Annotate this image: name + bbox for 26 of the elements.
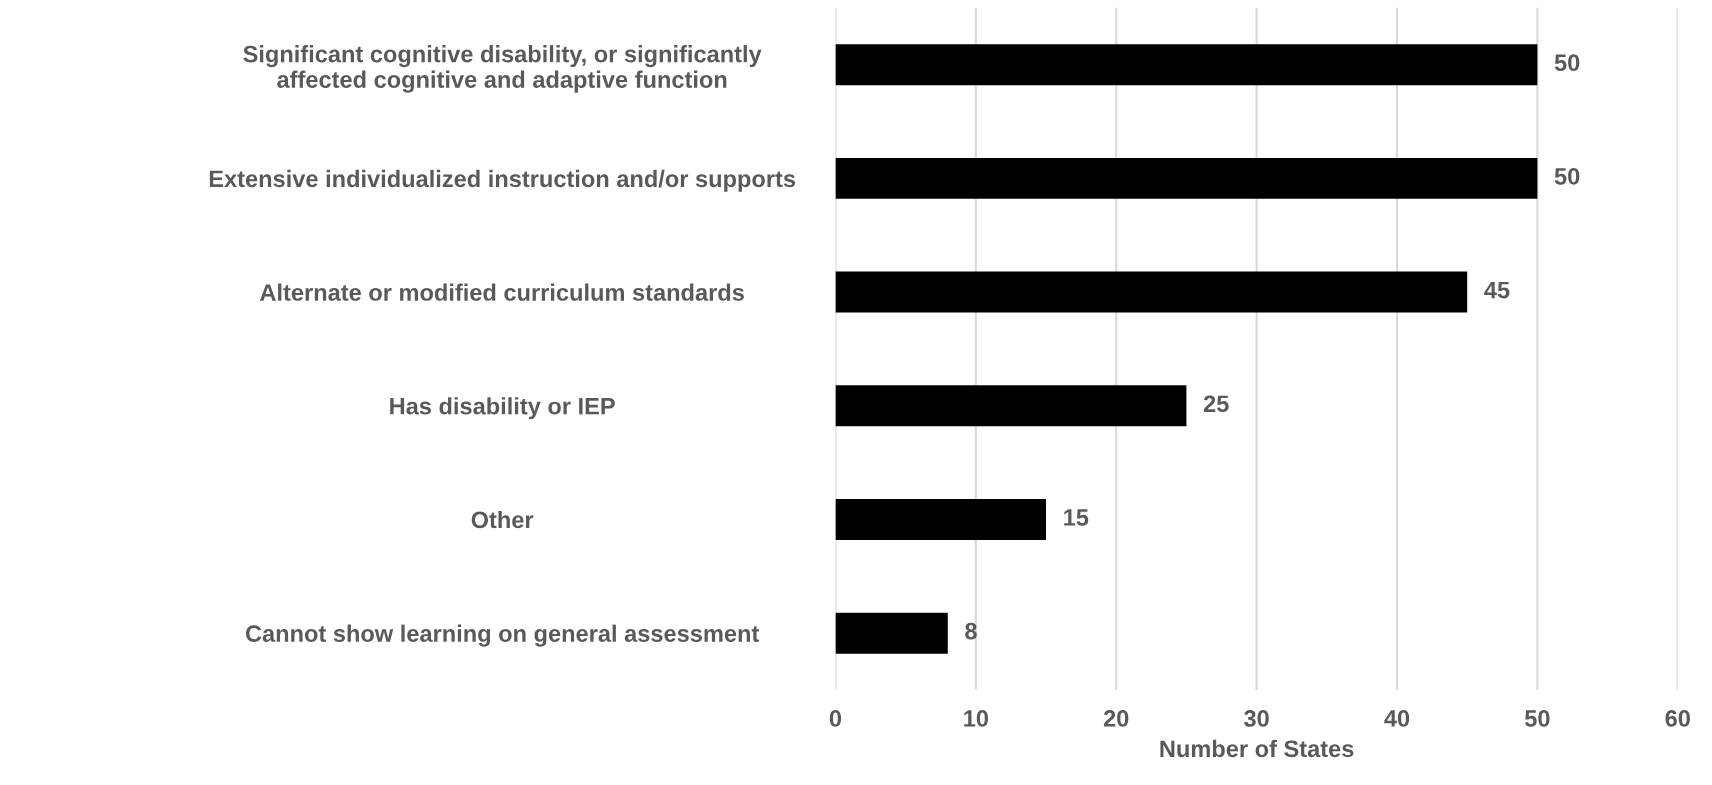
bar [835,499,1047,540]
y-tick-label: Cannot show learning on general assessment [245,624,760,647]
x-axis-title: Number of States [1160,739,1354,758]
bar [835,271,1468,313]
x-tick-label: 10 [964,710,988,727]
y-tick-label: Other [471,510,534,529]
data-label: 25 [1203,395,1229,413]
y-tick-label: Significant cognitive disability, or significantly affected cognitive and adaptive function [243,45,762,93]
bar [835,385,1187,427]
bar [835,612,948,654]
x-tick-label: 40 [1384,710,1410,727]
data-label: 50 [1554,168,1580,185]
x-tick-label: 30 [1244,710,1269,727]
bar [835,44,1538,86]
x-tick-label: 20 [1103,710,1129,727]
x-tick-label: 0 [829,710,842,727]
x-tick-label: 50 [1524,710,1550,727]
y-tick-label: Extensive individualized instruction and/or supports [209,169,796,192]
y-tick-label: Has disability or IEP [390,397,615,420]
y-tick-label: Alternate or modified curriculum standards [260,283,744,301]
data-label: 50 [1554,54,1580,72]
data-label: 8 [965,622,977,640]
x-tick-label: 60 [1665,710,1690,727]
bar [835,157,1538,199]
data-label: 45 [1484,281,1510,299]
data-label: 15 [1064,509,1089,526]
